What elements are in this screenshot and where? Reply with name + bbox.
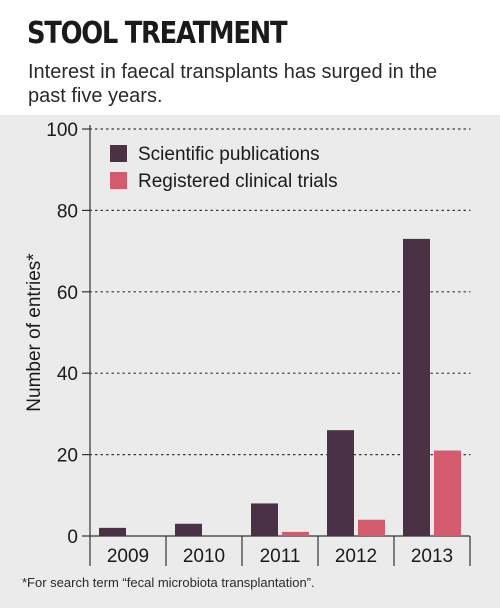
bar-publications-2011 — [251, 503, 278, 536]
bar-trials-2013 — [434, 450, 461, 536]
legend-swatch-publications — [110, 145, 127, 162]
y-axis-title: Number of entries* — [24, 253, 45, 412]
bar-trials-2012 — [358, 519, 385, 536]
legend-label: Scientific publications — [138, 144, 320, 165]
x-tick-label: 2012 — [335, 546, 377, 567]
bar-publications-2010 — [175, 523, 202, 536]
x-tick-label: 2010 — [183, 546, 225, 567]
bar-publications-2012 — [327, 430, 354, 536]
y-tick-label: 0 — [67, 527, 78, 548]
chart-title: STOOL TREATMENT — [27, 16, 288, 51]
y-tick-label: 40 — [57, 364, 78, 385]
x-tick-label: 2011 — [260, 546, 301, 567]
y-tick-label: 60 — [57, 283, 78, 304]
bar-publications-2009 — [99, 527, 126, 536]
y-tick-label: 80 — [57, 201, 78, 222]
y-tick-label: 20 — [57, 446, 78, 467]
footnote: *For search term “fecal microbiota trans… — [22, 575, 315, 590]
y-tick-label: 100 — [46, 120, 78, 141]
legend-label: Registered clinical trials — [138, 171, 338, 192]
bar-publications-2013 — [403, 238, 430, 536]
x-tick-label: 2009 — [107, 546, 149, 567]
chart-subtitle: Interest in faecal transplants has surge… — [28, 61, 438, 107]
legend-swatch-trials — [110, 172, 127, 189]
x-tick-label: 2013 — [411, 546, 453, 567]
bar-trials-2011 — [282, 531, 309, 536]
